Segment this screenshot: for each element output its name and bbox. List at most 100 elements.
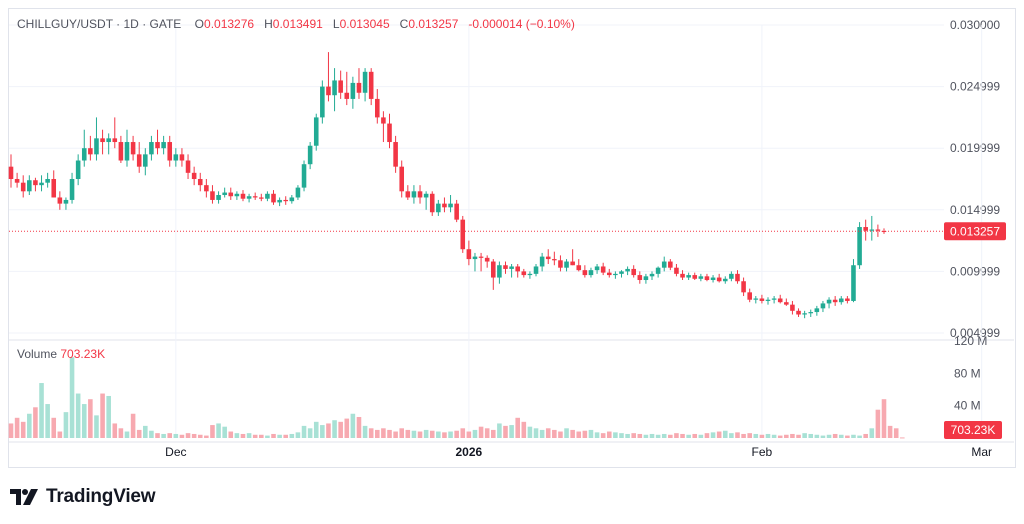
- volume-bar: [167, 433, 173, 438]
- price-chart[interactable]: 0.030000 0.024999 0.019999 0.014999 0.009999…: [0, 0, 1024, 470]
- candle-body: [185, 160, 191, 173]
- volume-tick-label: 80 M: [954, 366, 981, 380]
- candle-body: [362, 71, 368, 93]
- candle-body: [88, 148, 93, 155]
- volume-bar: [69, 357, 75, 438]
- volume-bar: [674, 433, 679, 438]
- volume-bar: [613, 432, 618, 438]
- volume-bar: [417, 431, 423, 438]
- volume-bar: [704, 433, 710, 438]
- candle-body: [100, 138, 105, 143]
- volume-value: 703.23K: [60, 347, 106, 361]
- volume-bar: [600, 433, 606, 438]
- candle-body: [735, 273, 740, 282]
- volume-bar: [368, 428, 374, 438]
- candle-body: [857, 227, 862, 266]
- volume-bar: [900, 437, 905, 439]
- candle-body: [539, 256, 545, 267]
- candle-body: [112, 138, 118, 143]
- last-volume-label: 703.23K: [951, 423, 996, 437]
- candle-body: [814, 308, 820, 313]
- volume-bar: [399, 428, 405, 438]
- candle-body: [863, 227, 868, 231]
- volume-bar: [301, 425, 307, 438]
- candle-body: [106, 138, 111, 143]
- volume-bar: [576, 431, 582, 438]
- volume-bar: [442, 432, 447, 438]
- volume-bar: [747, 433, 752, 438]
- volume-bar: [14, 417, 20, 438]
- candle-body: [350, 82, 356, 99]
- volume-bar: [710, 432, 716, 438]
- candle-body: [130, 142, 136, 155]
- volume-bar: [387, 429, 392, 438]
- candle-body: [149, 142, 154, 155]
- volume-bar: [881, 399, 887, 438]
- volume-bar: [136, 429, 142, 438]
- volume-bar: [45, 404, 50, 438]
- volume-bar: [784, 434, 789, 438]
- candle-body: [411, 191, 417, 198]
- volume-bar: [643, 434, 649, 438]
- candle-body: [20, 182, 26, 192]
- volume-bar: [155, 433, 160, 438]
- candle-body: [777, 298, 783, 303]
- high-label: H: [264, 17, 273, 31]
- symbol-name[interactable]: CHILLGUY/USDT: [17, 17, 113, 31]
- volume-bar: [271, 433, 276, 438]
- candle-body: [307, 145, 313, 165]
- volume-bar: [283, 434, 289, 438]
- volume-bar: [228, 431, 234, 438]
- volume-bar: [118, 428, 124, 438]
- open-value: 0.013276: [204, 17, 255, 31]
- candle-body: [490, 261, 496, 278]
- volume-bar: [527, 426, 533, 438]
- candle-body: [765, 299, 771, 301]
- volume-legend: Volume 703.23K: [17, 347, 105, 361]
- volume-label[interactable]: Volume: [17, 347, 58, 361]
- candle-body: [33, 180, 38, 186]
- candle-body: [210, 191, 215, 200]
- low-value: 0.013045: [339, 17, 390, 31]
- candle-body: [466, 249, 472, 260]
- time-tick-label: Mar: [971, 445, 992, 459]
- volume-bar: [124, 431, 130, 438]
- volume-bar: [851, 434, 856, 438]
- interval[interactable]: 1D: [123, 17, 139, 31]
- candle-body: [338, 80, 343, 93]
- exchange: GATE: [149, 17, 182, 31]
- candle-body: [832, 299, 838, 303]
- candle-body: [747, 292, 752, 300]
- volume-bar: [362, 425, 368, 438]
- volume-bar: [533, 428, 539, 438]
- volume-bar: [289, 433, 295, 438]
- volume-bar: [887, 425, 893, 438]
- volume-bar: [51, 417, 57, 438]
- volume-bar: [33, 407, 38, 438]
- candle-body: [295, 187, 301, 198]
- candle-body: [594, 266, 600, 271]
- volume-bar: [582, 430, 588, 438]
- candle-body: [454, 203, 459, 220]
- candle-body: [771, 298, 777, 300]
- volume-bar: [820, 435, 826, 438]
- candle-body: [387, 123, 392, 143]
- candle-body: [521, 271, 527, 276]
- volume-bar: [503, 425, 508, 438]
- candle-body: [582, 270, 588, 276]
- volume-bar: [863, 433, 868, 438]
- tradingview-brand[interactable]: TradingView: [10, 486, 156, 508]
- volume-tick-label: 120 M: [954, 334, 987, 348]
- volume-bar: [307, 428, 313, 438]
- candle-body: [301, 164, 307, 188]
- candle-body: [472, 256, 478, 260]
- volume-bar: [204, 435, 209, 438]
- volume-bar: [448, 431, 453, 438]
- volume-bar: [478, 426, 484, 438]
- volume-bar: [564, 428, 569, 438]
- volume-bar: [570, 429, 575, 438]
- candle-body: [826, 299, 832, 304]
- candle-body: [655, 267, 661, 274]
- volume-bar: [423, 429, 429, 438]
- volume-bar: [265, 435, 270, 438]
